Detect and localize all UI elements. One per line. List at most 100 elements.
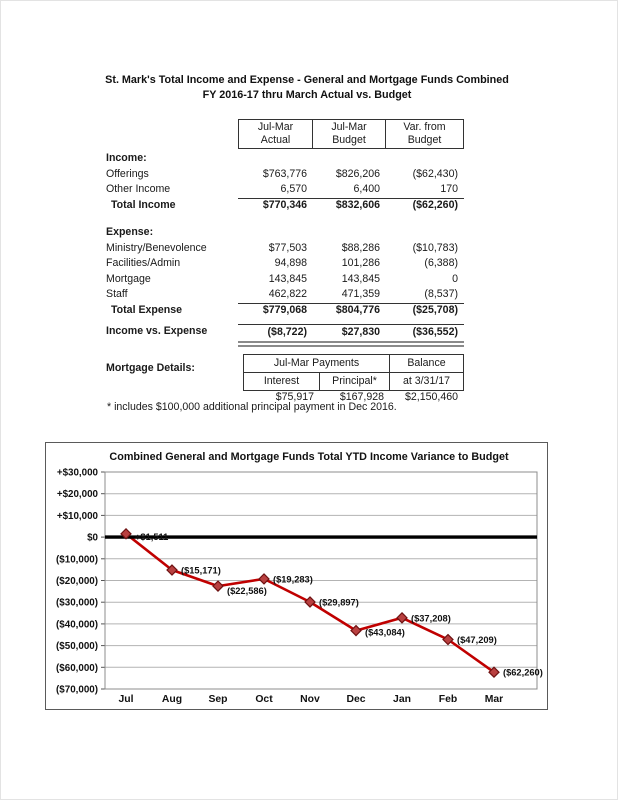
table-spacer xyxy=(106,213,466,225)
row-label: Expense: xyxy=(106,226,154,238)
row-label: Total Expense xyxy=(111,303,183,316)
double-rule xyxy=(238,340,464,347)
column-header-text: Budget xyxy=(407,134,442,146)
y-axis-label: ($70,000) xyxy=(56,685,98,696)
table-body: Income: Offerings $763,776 $826,206 ($62,430… xyxy=(106,151,466,347)
column-header-budget: Jul-Mar Budget xyxy=(313,119,386,149)
table-row: Mortgage 143,845 143,845 0 xyxy=(106,272,466,288)
row-value: $779,068 xyxy=(262,303,307,316)
row-value: ($62,260) xyxy=(412,198,458,211)
row-value xyxy=(386,225,464,241)
table-header-row: Jul-Mar Actual Jul-Mar Budget Var. from … xyxy=(106,119,466,149)
table-row: Facilities/Admin 94,898 101,286 (6,388) xyxy=(106,256,466,272)
row-value: 0 xyxy=(452,272,458,285)
chart-title: Combined General and Mortgage Funds Tota… xyxy=(109,451,509,463)
table-row: Income: xyxy=(106,151,466,167)
x-axis-label: Dec xyxy=(346,694,365,705)
table-row: Staff 462,822 471,359 (8,537) xyxy=(106,287,466,304)
row-value: $77,503 xyxy=(268,241,307,254)
table-row: Expense: xyxy=(106,225,466,241)
column-header-text: Var. from xyxy=(403,121,446,133)
row-value: 101,286 xyxy=(341,257,380,269)
row-value: $763,776 xyxy=(262,167,307,180)
data-point-marker xyxy=(258,573,270,585)
row-value xyxy=(238,225,313,241)
row-value: ($62,430) xyxy=(412,167,458,180)
mortgage-table: Jul-Mar Payments Balance Interest Princi… xyxy=(243,354,464,391)
row-label: Offerings xyxy=(106,167,149,180)
y-axis-label: +$10,000 xyxy=(57,511,99,522)
variance-chart: +$30,000 +$20,000 +$10,000 $0 ($10,000) ($20,… xyxy=(45,442,548,710)
data-point-marker xyxy=(166,564,178,576)
row-value: 94,898 xyxy=(274,257,307,269)
data-point-label: ($62,260) xyxy=(503,668,543,678)
data-point-label: ($22,586) xyxy=(227,586,267,596)
y-axis-label: ($30,000) xyxy=(56,598,98,609)
x-axis-label: Aug xyxy=(162,694,182,705)
row-value: 462,822 xyxy=(238,287,313,304)
row-label: Income vs. Expense xyxy=(106,325,208,337)
data-point-marker xyxy=(212,580,224,592)
row-value: $88,286 xyxy=(341,241,380,254)
column-header-text: Jul-Mar xyxy=(331,121,367,133)
y-axis-label: ($40,000) xyxy=(56,619,98,630)
document-title-line2: FY 2016-17 thru March Actual vs. Budget xyxy=(202,89,412,101)
y-axis-label: ($10,000) xyxy=(56,554,98,565)
data-point-marker xyxy=(120,527,132,540)
x-axis-label: Jul xyxy=(118,694,133,705)
x-axis-label: Feb xyxy=(439,694,457,705)
y-axis-label: +$30,000 xyxy=(57,468,99,479)
row-value: 6,570 xyxy=(238,182,313,199)
row-value: ($36,552) xyxy=(386,324,464,341)
y-axis-label: $0 xyxy=(87,533,98,544)
variance-chart-svg: +$30,000 +$20,000 +$10,000 $0 ($10,000) ($20,… xyxy=(56,451,543,705)
row-label: Staff xyxy=(106,288,128,300)
mortgage-principal-value: $167,928 xyxy=(339,391,384,403)
mortgage-header-principal: Principal* xyxy=(319,372,389,390)
table-row: Total Expense $779,068 $804,776 ($25,708) xyxy=(106,303,466,319)
data-point-marker xyxy=(396,611,408,624)
mortgage-header-balance-date: at 3/31/17 xyxy=(389,372,463,390)
row-value: $832,606 xyxy=(335,198,380,211)
row-value: ($10,783) xyxy=(412,241,458,254)
y-axis-label: ($50,000) xyxy=(56,641,98,652)
y-axis-label: +$20,000 xyxy=(57,489,99,500)
mortgage-header-interest: Interest xyxy=(244,372,319,390)
header-spacer xyxy=(106,119,238,149)
data-point-label: ($29,897) xyxy=(319,597,359,607)
data-point-label: +$1,511 xyxy=(135,532,168,542)
income-expense-table: Jul-Mar Actual Jul-Mar Budget Var. from … xyxy=(106,119,466,347)
x-axis-label: Mar xyxy=(485,694,503,705)
mortgage-values-row: $75,917 $167,928 $2,150,460 xyxy=(243,390,462,405)
y-axis-label: ($60,000) xyxy=(56,663,98,674)
row-value xyxy=(313,225,386,241)
row-label: Mortgage xyxy=(106,272,151,285)
table-row: Income vs. Expense ($8,722) $27,830 ($36,55… xyxy=(106,324,466,340)
row-value: (6,388) xyxy=(424,257,458,269)
mortgage-header-balance: Balance xyxy=(389,355,463,372)
x-axis-label: Jan xyxy=(393,694,411,705)
mortgage-footnote: * includes $100,000 additional principal… xyxy=(107,401,397,413)
row-label: Total Income xyxy=(111,198,176,211)
plot-border xyxy=(104,471,538,690)
row-value: $804,776 xyxy=(335,303,380,316)
row-value: $826,206 xyxy=(335,167,380,180)
document-title: St. Mark's Total Income and Expense - Ge… xyxy=(1,73,613,103)
table-row: Ministry/Benevolence $77,503 $88,286 ($10,7… xyxy=(106,241,466,257)
column-header-text: Jul-Mar xyxy=(257,121,294,133)
row-value: ($8,722) xyxy=(238,324,313,341)
row-label: Facilities/Admin xyxy=(106,257,181,269)
column-header-variance: Var. from Budget xyxy=(386,119,464,149)
data-point-marker xyxy=(488,666,500,679)
mortgage-header-payments: Jul-Mar Payments xyxy=(244,355,389,372)
x-axis-label: Sep xyxy=(208,694,227,705)
x-axis-label: Oct xyxy=(255,694,273,705)
data-point-label: ($19,283) xyxy=(273,574,313,584)
data-point-label: ($37,208) xyxy=(411,613,451,623)
row-label: Ministry/Benevolence xyxy=(106,241,207,254)
mortgage-details-label: Mortgage Details: xyxy=(106,362,195,374)
table-row: Other Income 6,570 6,400 170 xyxy=(106,182,466,199)
row-value: $27,830 xyxy=(313,324,386,341)
data-point-label: ($43,084) xyxy=(365,628,405,638)
